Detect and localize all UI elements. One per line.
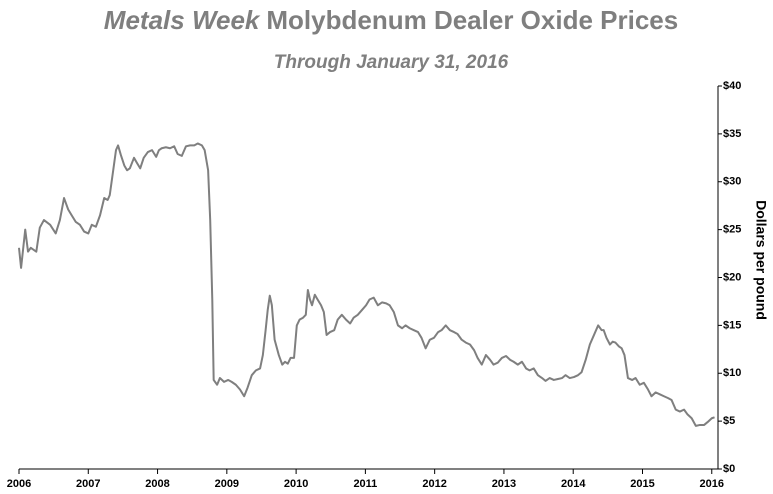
y-tick-label: $0 <box>723 463 735 475</box>
y-axis-label: Dollars per pound <box>753 200 769 320</box>
title-main: Molybdenum Dealer Oxide Prices <box>266 5 678 35</box>
x-tick-label: 2008 <box>145 478 169 490</box>
y-tick-label: $10 <box>723 367 741 379</box>
y-tick-label: $25 <box>723 224 741 236</box>
x-tick-label: 2012 <box>422 478 446 490</box>
chart-subtitle: Through January 31, 2016 <box>274 52 509 73</box>
x-tick-label: 2010 <box>284 478 308 490</box>
x-tick-label: 2011 <box>353 478 377 490</box>
chart-title: Metals Week Molybdenum Dealer Oxide Price… <box>104 5 678 35</box>
y-tick-label: $20 <box>723 271 741 283</box>
x-tick-label: 2009 <box>215 478 239 490</box>
x-tick-label: 2015 <box>630 478 654 490</box>
x-tick-label: 2007 <box>76 478 100 490</box>
y-tick-label: $5 <box>723 415 735 427</box>
x-tick-label: 2016 <box>700 478 724 490</box>
title-italic: Metals Week <box>104 5 261 35</box>
y-tick-label: $30 <box>723 176 741 188</box>
y-tick-label: $35 <box>723 128 741 140</box>
price-line <box>18 142 715 427</box>
x-tick-label: 2013 <box>492 478 516 490</box>
x-tick-label: 2014 <box>561 478 586 490</box>
y-tick-label: $40 <box>723 80 741 92</box>
x-tick-label: 2006 <box>7 478 31 490</box>
y-tick-label: $15 <box>723 319 741 331</box>
